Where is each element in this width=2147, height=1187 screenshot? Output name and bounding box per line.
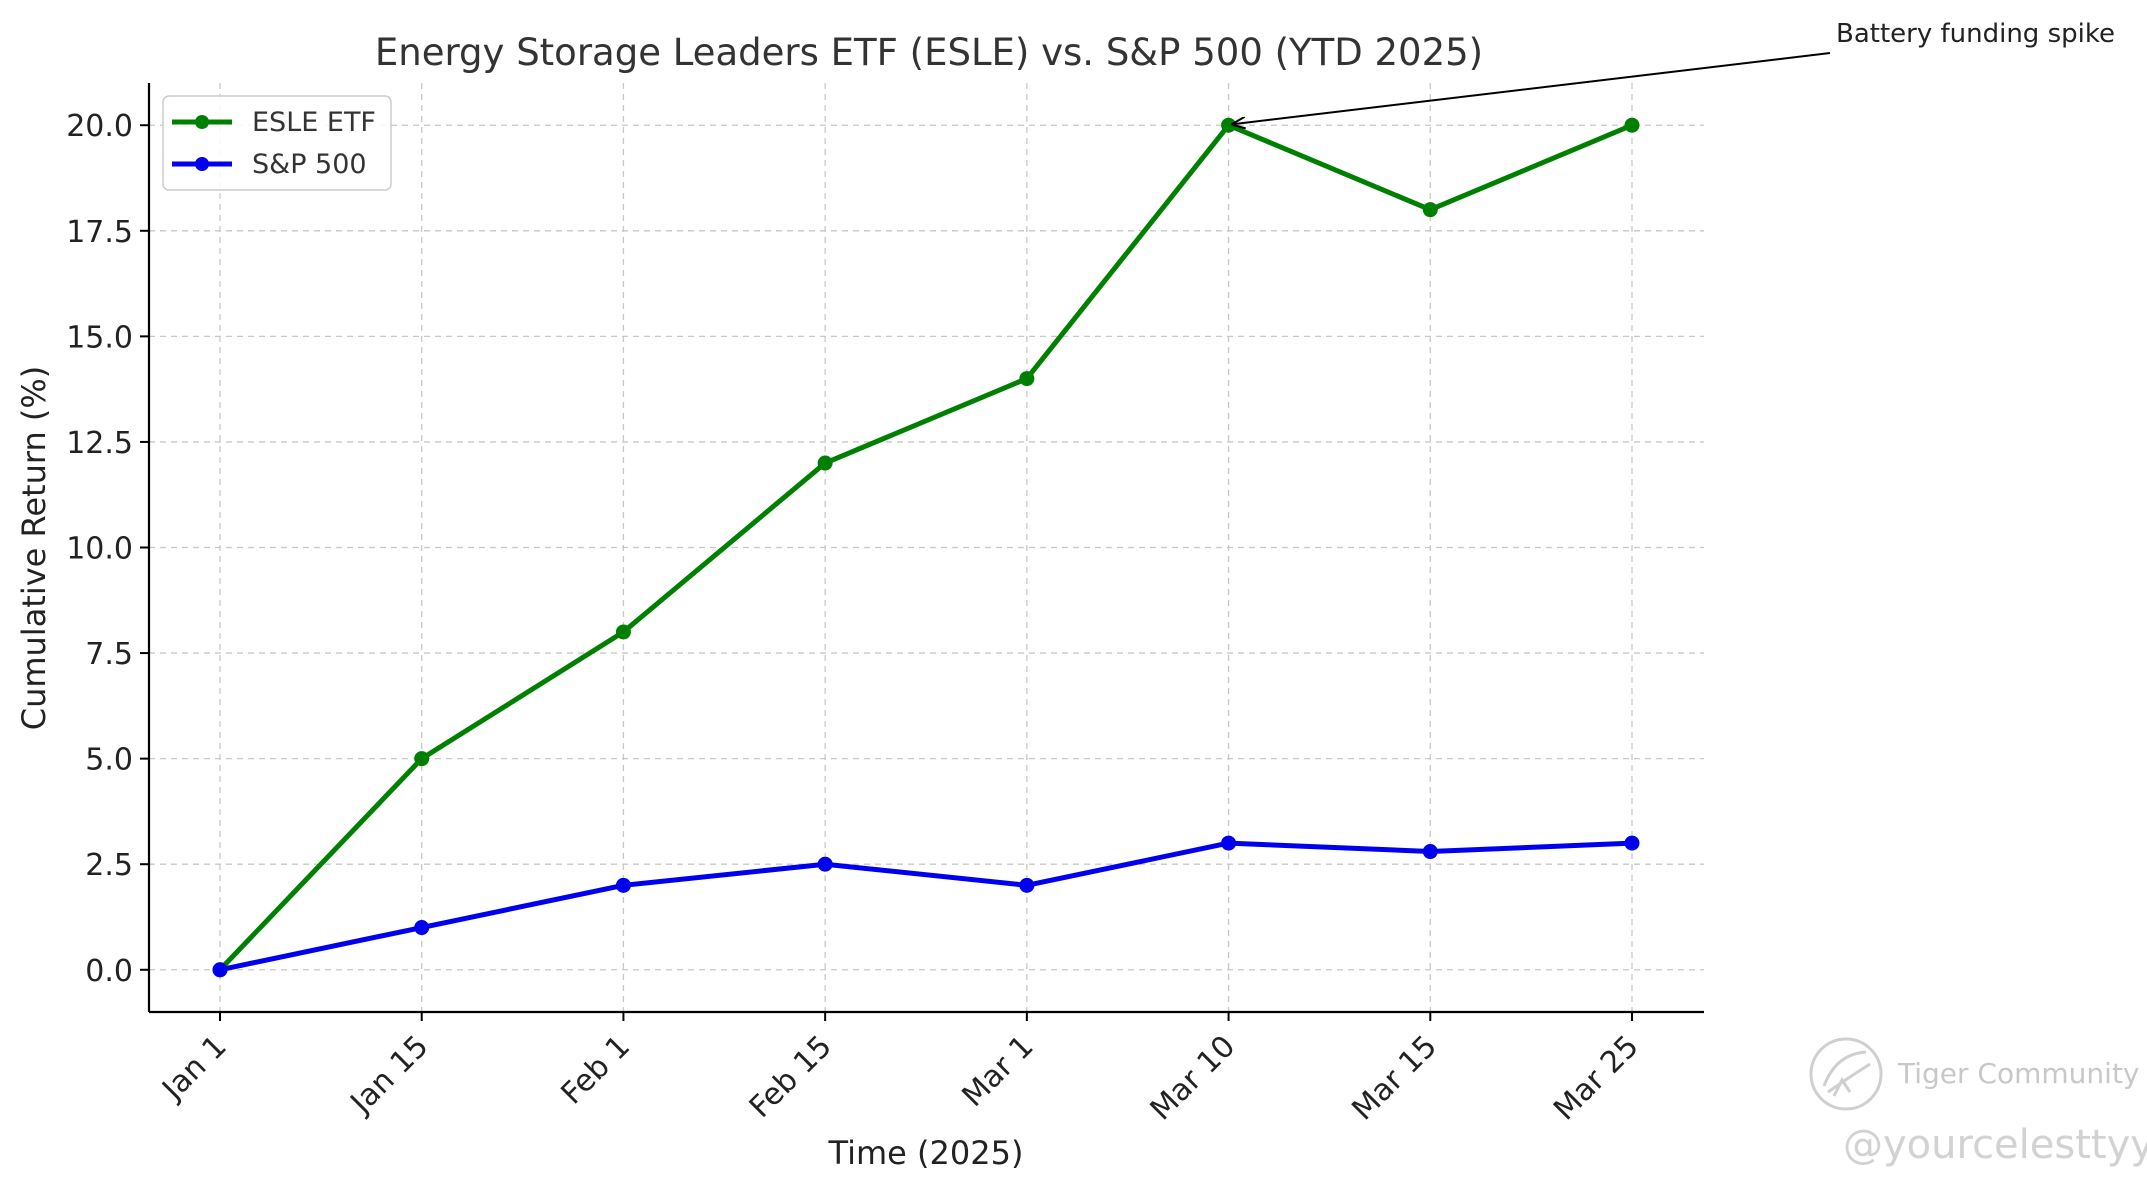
y-tick-label: 5.0 [85,743,133,778]
tiger-logo-icon [1809,1037,1883,1111]
legend: ESLE ETF S&P 500 [162,95,392,191]
data-point-s-p-500 [1019,877,1035,893]
legend-label-sp500: S&P 500 [252,149,367,180]
annotation: Battery funding spike [1233,19,2115,124]
data-point-esle-etf [1221,117,1237,133]
data-point-s-p-500 [1624,835,1640,851]
data-point-esle-etf [1624,117,1640,133]
x-tick-label: Mar 1 [955,1029,1040,1114]
y-tick-label: 7.5 [85,637,133,672]
y-ticks: 0.0 2.5 5.0 7.5 10.0 12.5 15.0 17.5 20.0 [66,109,149,989]
y-axis-label: Cumulative Return (%) [15,366,53,731]
legend-marker-sp500 [195,157,209,171]
chart-title: Energy Storage Leaders ETF (ESLE) vs. S&… [375,31,1483,74]
data-point-s-p-500 [212,962,228,978]
y-tick-label: 15.0 [66,320,133,355]
x-tick-label: Mar 25 [1547,1029,1646,1128]
legend-marker-esle [195,115,209,129]
x-tick-label: Feb 1 [555,1029,638,1112]
series-line-s-p-500 [219,840,1633,973]
y-tick-label: 2.5 [85,848,133,883]
y-tick-label: 10.0 [66,532,133,567]
data-point-esle-etf [1422,202,1438,218]
annotation-label: Battery funding spike [1836,19,2115,49]
data-point-esle-etf [1019,371,1035,387]
x-ticks: Jan 1 Jan 15 Feb 1 Feb 15 Mar 1 Mar 10 Mar 15 M… [155,1012,1646,1127]
data-point-s-p-500 [1221,835,1237,851]
legend-label-esle: ESLE ETF [252,107,376,138]
watermark-handle: @yourcelesttyy [1843,1122,2147,1168]
data-point-s-p-500 [414,920,430,936]
watermark: Tiger Community @yourcelesttyy [1809,1037,2147,1168]
data-point-esle-etf [414,751,430,767]
x-tick-label: Jan 1 [155,1029,234,1108]
data-point-s-p-500 [1422,844,1438,860]
y-tick-label: 0.0 [85,954,133,989]
grid [149,83,1704,1012]
annotation-arrow [1233,52,1831,124]
y-tick-label: 12.5 [66,426,133,461]
data-point-s-p-500 [817,856,833,872]
x-tick-label: Mar 10 [1144,1029,1243,1128]
x-tick-label: Feb 15 [743,1029,839,1125]
series-line-esle-etf [218,122,1633,972]
x-tick-label: Jan 15 [343,1029,436,1122]
x-tick-label: Mar 15 [1345,1029,1444,1128]
data-point-esle-etf [817,455,833,471]
data-point-s-p-500 [615,877,631,893]
watermark-brand: Tiger Community [1897,1057,2140,1090]
x-axis-label: Time (2025) [828,1134,1024,1172]
y-tick-label: 17.5 [66,215,133,250]
data-point-esle-etf [615,624,631,640]
y-tick-label: 20.0 [66,109,133,144]
